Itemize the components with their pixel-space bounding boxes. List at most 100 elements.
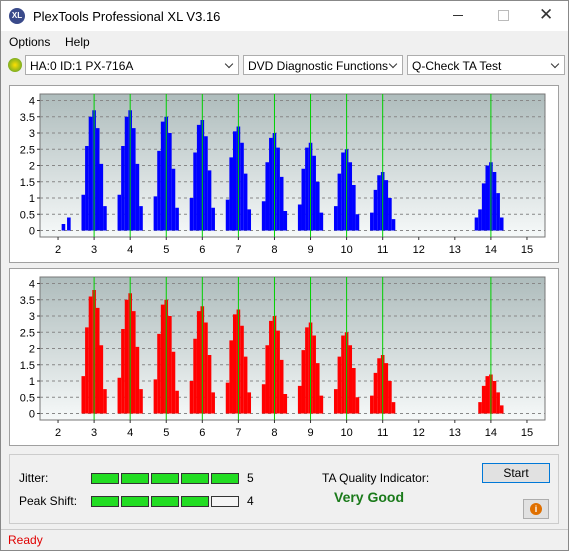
metric-segment — [151, 473, 179, 484]
x-tick-label: 5 — [163, 427, 169, 439]
bar — [478, 402, 482, 414]
bar — [211, 392, 215, 414]
bar — [474, 217, 479, 231]
bar — [88, 296, 93, 414]
function-select[interactable]: DVD Diagnostic Functions — [243, 55, 403, 75]
bar — [175, 390, 179, 414]
info-button[interactable]: i — [523, 499, 549, 519]
bar — [297, 204, 302, 231]
bar — [355, 214, 360, 231]
bar — [348, 345, 353, 414]
bar — [279, 176, 284, 231]
metric-segment — [121, 496, 149, 507]
y-tick-label: 1 — [29, 193, 35, 205]
bar — [207, 355, 212, 414]
x-tick-label: 12 — [413, 427, 425, 439]
chart-panel: 0 0.5 1 1.5 2 2.5 3 3.5 4 2 3 4 5 6 7 8 9 10 11 12 13 14 15 — [9, 85, 559, 263]
x-tick-label: 6 — [199, 244, 205, 256]
bar — [85, 327, 89, 414]
bar — [301, 350, 306, 414]
bar — [276, 330, 280, 414]
status-bar — [1, 529, 568, 550]
bar — [81, 376, 86, 414]
metric-segment — [91, 473, 119, 484]
x-tick-label: 14 — [485, 427, 497, 439]
drive-select[interactable]: HA:0 ID:1 PX-716A — [25, 55, 239, 75]
bar — [160, 121, 165, 231]
bar — [168, 316, 172, 414]
bar — [117, 194, 122, 231]
bar — [384, 363, 389, 414]
bar — [95, 307, 100, 414]
bar — [229, 157, 233, 231]
x-tick-label: 7 — [235, 244, 241, 256]
bar — [240, 142, 244, 231]
bar — [485, 376, 490, 414]
x-tick-label: 12 — [413, 244, 425, 256]
metric-label: Jitter: — [19, 471, 49, 485]
x-tick-label: 2 — [55, 244, 61, 256]
metric-segment — [181, 473, 209, 484]
metric-value: 5 — [247, 471, 254, 485]
x-tick-label: 7 — [235, 427, 241, 439]
bar — [243, 173, 248, 231]
bar — [315, 181, 320, 231]
bar — [124, 299, 129, 414]
x-tick-label: 2 — [55, 427, 61, 439]
bar — [341, 152, 345, 231]
bar — [99, 163, 104, 231]
bar — [168, 133, 172, 231]
bar — [301, 168, 306, 231]
bar — [492, 172, 497, 231]
bar — [135, 163, 140, 231]
bar — [276, 147, 280, 231]
start-button[interactable]: Start — [482, 463, 550, 483]
bar — [499, 405, 504, 414]
menu-item[interactable]: Help — [65, 35, 90, 49]
bar — [496, 193, 500, 231]
minimize[interactable] — [453, 15, 463, 16]
bar — [175, 207, 179, 231]
y-tick-label: 1.5 — [20, 177, 35, 189]
metric-value: 4 — [247, 494, 254, 508]
window-title: PlexTools Professional XL V3.16 — [33, 9, 221, 24]
y-tick-label: 2 — [29, 161, 35, 173]
y-tick-label: 3 — [29, 128, 35, 140]
bar — [305, 327, 309, 414]
bar — [157, 333, 161, 414]
metric-segment — [121, 473, 149, 484]
bar — [388, 381, 392, 414]
bar — [337, 173, 342, 231]
bar — [204, 322, 208, 414]
bar — [171, 351, 176, 414]
bar — [204, 136, 208, 231]
test-select[interactable]: Q-Check TA Test — [407, 55, 565, 75]
x-tick-label: 8 — [271, 427, 277, 439]
close[interactable]: ✕ — [539, 5, 554, 24]
bar — [492, 381, 497, 414]
menu-item[interactable]: Options — [9, 35, 51, 49]
bar — [373, 189, 378, 231]
maximize[interactable] — [498, 10, 509, 21]
bar — [131, 128, 136, 231]
bar — [121, 146, 125, 231]
bar — [269, 137, 273, 231]
bar — [283, 394, 288, 414]
x-tick-label: 8 — [271, 244, 277, 256]
x-tick-label: 4 — [127, 427, 133, 439]
bar — [135, 346, 140, 414]
metric-segment — [151, 496, 179, 507]
bar — [157, 150, 161, 231]
bar — [189, 198, 194, 231]
x-tick-label: 15 — [521, 427, 533, 439]
bar — [171, 168, 176, 231]
x-tick-label: 9 — [307, 244, 313, 256]
bar — [153, 379, 158, 414]
bar — [384, 180, 389, 231]
y-tick-label: 1 — [29, 376, 35, 388]
bar — [196, 124, 201, 231]
bar — [261, 201, 266, 231]
bar — [247, 209, 252, 231]
y-tick-label: 3.5 — [20, 295, 35, 307]
bar — [377, 175, 381, 231]
